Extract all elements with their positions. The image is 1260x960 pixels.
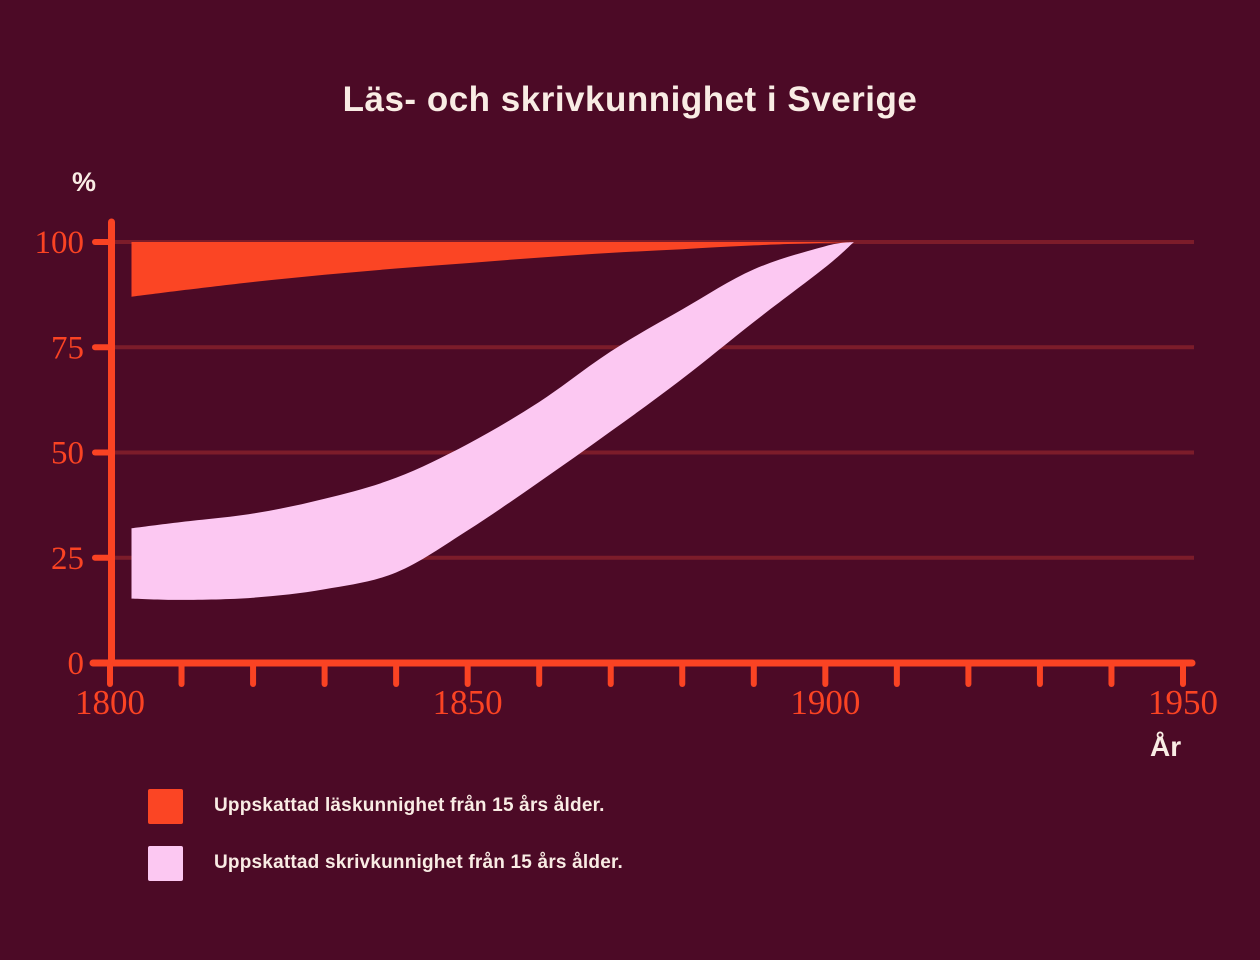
x-tick-label-1950: 1950 [1148, 683, 1218, 722]
legend-item-writing: Uppskattad skrivkunnighet från 15 års ål… [148, 845, 848, 881]
legend-swatch-writing [148, 845, 183, 881]
legend-label-writing: Uppskattad skrivkunnighet från 15 års ål… [214, 852, 623, 873]
y-tick-label-25: 25 [51, 541, 84, 577]
y-tick-label-50: 50 [51, 436, 84, 472]
reading-band [131, 242, 854, 297]
y-tick-label-75: 75 [51, 330, 84, 366]
writing-band [131, 242, 854, 600]
legend-swatch-reading [148, 788, 183, 824]
y-tick-label-100: 100 [35, 225, 85, 261]
x-axis-unit-label: År [1150, 731, 1182, 762]
legend-item-reading: Uppskattad läskunnighet från 15 års ålde… [148, 788, 848, 824]
legend-label-reading: Uppskattad läskunnighet från 15 års ålde… [214, 795, 605, 816]
x-tick-label-1850: 1850 [433, 683, 503, 722]
y-axis-unit-label: % [72, 167, 97, 197]
y-tick-label-0: 0 [68, 646, 85, 682]
legend: Uppskattad läskunnighet från 15 års ålde… [148, 788, 848, 902]
x-tick-label-1800: 1800 [75, 683, 145, 722]
page-title: Läs- och skrivkunnighet i Sverige [342, 80, 918, 119]
x-tick-label-1900: 1900 [790, 683, 860, 722]
